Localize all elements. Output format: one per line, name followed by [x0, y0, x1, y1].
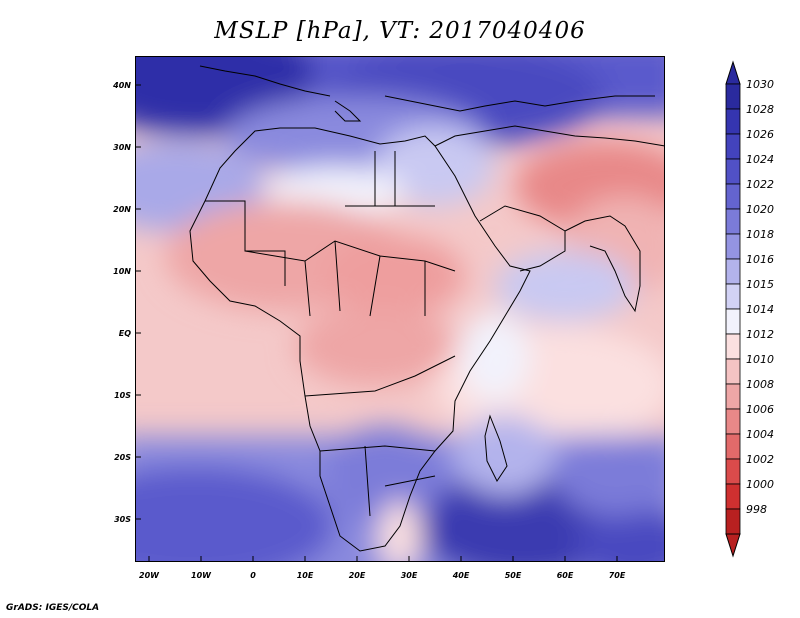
colorbar-label: 1028 [746, 103, 774, 116]
colorbar: 1030 1028 1026 1024 1022 1020 1018 1016 1015 1014… [718, 60, 798, 560]
colorbar-label: 1016 [746, 253, 774, 266]
lon-label: 70E [609, 571, 626, 580]
colorbar-swatch [725, 183, 741, 210]
colorbar-swatch [725, 458, 741, 485]
colorbar-label: 1026 [746, 128, 774, 141]
colorbar-swatch [725, 83, 741, 110]
colorbar-swatch [725, 208, 741, 235]
colorbar-swatch [725, 483, 741, 510]
lat-label: 40N [112, 81, 131, 90]
lon-label: 20W [139, 571, 160, 580]
colorbar-label: 1015 [746, 278, 774, 291]
lat-label: 20N [113, 205, 131, 214]
lat-label: 10S [114, 391, 131, 400]
lon-label: 30E [401, 571, 418, 580]
colorbar-label: 998 [746, 503, 767, 516]
lat-label: 10N [113, 267, 131, 276]
colorbar-swatch [725, 383, 741, 410]
colorbar-svg: 1030 1028 1026 1024 1022 1020 1018 1016 1015 1014… [725, 60, 774, 558]
colorbar-label: 1022 [746, 178, 774, 191]
lon-label: 50E [505, 571, 522, 580]
colorbar-label: 1002 [746, 453, 774, 466]
mslp-map: 20W 10W 0 10E 20E 30E 40E 50E 60E 70E 40N 30N 20N 10N… [112, 56, 666, 580]
lon-label: 40E [452, 571, 470, 580]
map-title: MSLP [hPa], VT: 2017040406 [214, 18, 586, 44]
lat-label: EQ [119, 329, 131, 338]
colorbar-swatch [725, 133, 741, 160]
lon-label: 60E [557, 571, 574, 580]
coastlines [189, 65, 666, 552]
pressure-field [135, 56, 665, 562]
lat-label: 30S [114, 515, 131, 524]
lat-label: 20S [114, 453, 131, 462]
colorbar-label: 1006 [746, 403, 774, 416]
colorbar-swatch [725, 508, 741, 535]
colorbar-swatch [725, 358, 741, 385]
colorbar-swatch [725, 158, 741, 185]
colorbar-swatch [725, 233, 741, 260]
lon-label: 10E [297, 571, 314, 580]
lon-label: 10W [191, 571, 212, 580]
lat-label: 30N [113, 143, 131, 152]
axis-ticks: 20W 10W 0 10E 20E 30E 40E 50E 60E 70E 40N 30N 20N 10N… [112, 81, 626, 580]
colorbar-swatch [725, 408, 741, 435]
colorbar-label: 1000 [746, 478, 774, 491]
colorbar-label: 1020 [746, 203, 774, 216]
colorbar-swatch [725, 433, 741, 460]
colorbar-label: 1004 [746, 428, 774, 441]
lon-label: 0 [250, 571, 256, 580]
colorbar-label: 1018 [746, 228, 774, 241]
map-panel: 20W 10W 0 10E 20E 30E 40E 50E 60E 70E 40N 30N 20N 10N… [112, 56, 666, 580]
colorbar-label: 1012 [746, 328, 774, 341]
lon-label: 20E [349, 571, 366, 580]
colorbar-swatch [725, 258, 741, 285]
colorbar-top-arrow [725, 60, 741, 85]
colorbar-label: 1014 [746, 303, 774, 316]
colorbar-label: 1024 [746, 153, 774, 166]
colorbar-swatch [725, 108, 741, 135]
map-border [135, 56, 665, 562]
colorbar-swatch [725, 333, 741, 360]
colorbar-label: 1008 [746, 378, 774, 391]
colorbar-swatch [725, 283, 741, 310]
colorbar-label: 1030 [746, 78, 774, 91]
colorbar-swatch [725, 308, 741, 335]
colorbar-label: 1010 [746, 353, 774, 366]
footer-credit: GrADS: IGES/COLA [6, 603, 100, 613]
colorbar-bottom-arrow [725, 533, 741, 558]
